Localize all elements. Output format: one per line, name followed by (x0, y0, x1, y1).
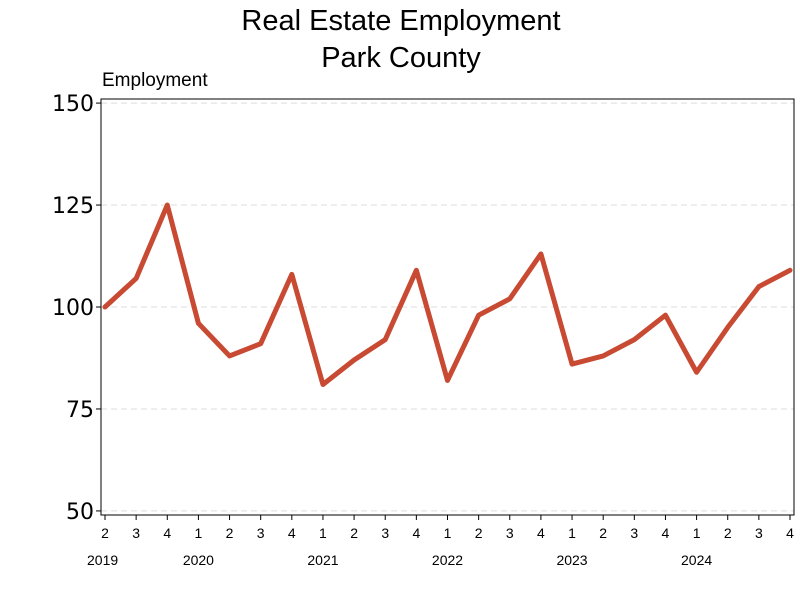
x-tick-label: 1 (568, 525, 576, 541)
x-tick-label: 1 (195, 525, 203, 541)
x-tick-label: 4 (288, 525, 296, 541)
x-year-label: 2019 (87, 552, 118, 568)
x-year-label: 2024 (681, 552, 712, 568)
x-tick-label: 1 (319, 525, 327, 541)
x-tick-label: 3 (630, 525, 638, 541)
x-tick-label: 3 (381, 525, 389, 541)
x-tick-label: 4 (662, 525, 670, 541)
x-tick-label: 4 (786, 525, 794, 541)
x-year-label: 2023 (556, 552, 587, 568)
x-tick-label: 2 (350, 525, 358, 541)
gridlines (101, 102, 794, 512)
x-axis-ticks: 2 3 4 1 2 3 4 1 2 3 4 1 2 3 4 1 2 3 4 1 2 3 4 (101, 515, 794, 541)
x-tick-label: 3 (755, 525, 763, 541)
x-tick-label: 4 (412, 525, 420, 541)
x-tick-label: 4 (537, 525, 545, 541)
x-year-label: 2020 (183, 552, 214, 568)
chart-title-line-1: Real Estate Employment (241, 5, 560, 37)
y-axis-ticks: 50 75 100 125 150 (52, 92, 101, 525)
x-tick-label: 2 (226, 525, 234, 541)
x-tick-label: 2 (475, 525, 483, 541)
y-tick-label: 150 (52, 92, 94, 117)
y-axis-label: Employment (102, 70, 208, 91)
x-year-label: 2022 (432, 552, 463, 568)
x-year-label: 2021 (307, 552, 338, 568)
y-tick-label: 75 (66, 398, 94, 423)
x-tick-label: 2 (599, 525, 607, 541)
x-tick-label: 1 (444, 525, 452, 541)
series-line-employment (102, 202, 793, 387)
y-tick-label: 125 (52, 194, 94, 219)
x-tick-label: 1 (693, 525, 701, 541)
x-axis-year-labels: 2019 2020 2021 2022 2023 2024 (87, 552, 712, 568)
chart-title-line-2: Park County (321, 42, 481, 74)
series-employment (102, 202, 793, 387)
x-tick-label: 3 (257, 525, 265, 541)
x-tick-label: 3 (506, 525, 514, 541)
x-tick-label: 2 (724, 525, 732, 541)
x-tick-label: 4 (163, 525, 171, 541)
y-tick-label: 50 (66, 500, 94, 525)
y-tick-label: 100 (52, 296, 94, 321)
x-tick-label: 2 (101, 525, 109, 541)
x-tick-label: 3 (132, 525, 140, 541)
